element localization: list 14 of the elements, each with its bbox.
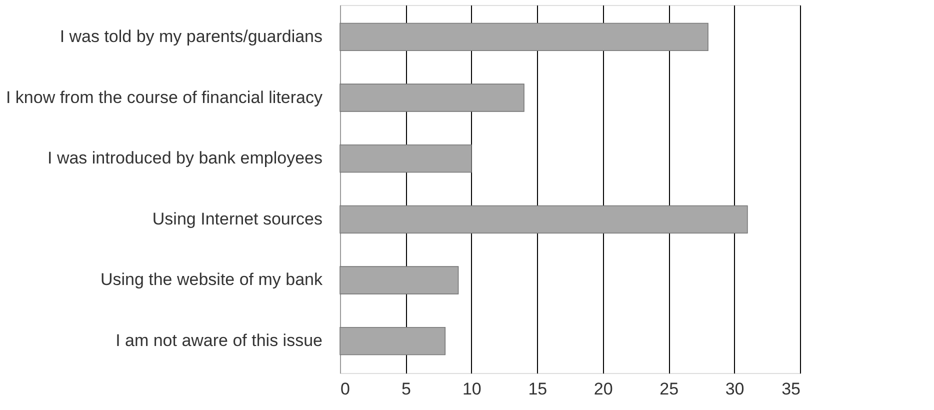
x-tick-label: 35 (782, 380, 800, 398)
x-tick-label: 30 (725, 380, 744, 398)
y-tick-label: I was told by my parents/guardians (60, 26, 322, 46)
x-tick-label: 0 (340, 380, 350, 398)
x-tick-label: 10 (462, 380, 482, 398)
y-tick-label: I know from the course of financial literacy (6, 88, 323, 107)
x-tick-label: 15 (528, 380, 548, 398)
y-tick-label: Using the website of my bank (100, 270, 323, 290)
y-tick-label: I was introduced by bank employees (48, 148, 322, 168)
x-tick-label: 25 (660, 380, 679, 398)
x-tick-label: 20 (594, 380, 613, 398)
y-tick-label: I am not aware of this issue (116, 331, 322, 350)
x-tick-label: 5 (401, 380, 411, 398)
y-tick-label: Using Internet sources (152, 209, 322, 228)
